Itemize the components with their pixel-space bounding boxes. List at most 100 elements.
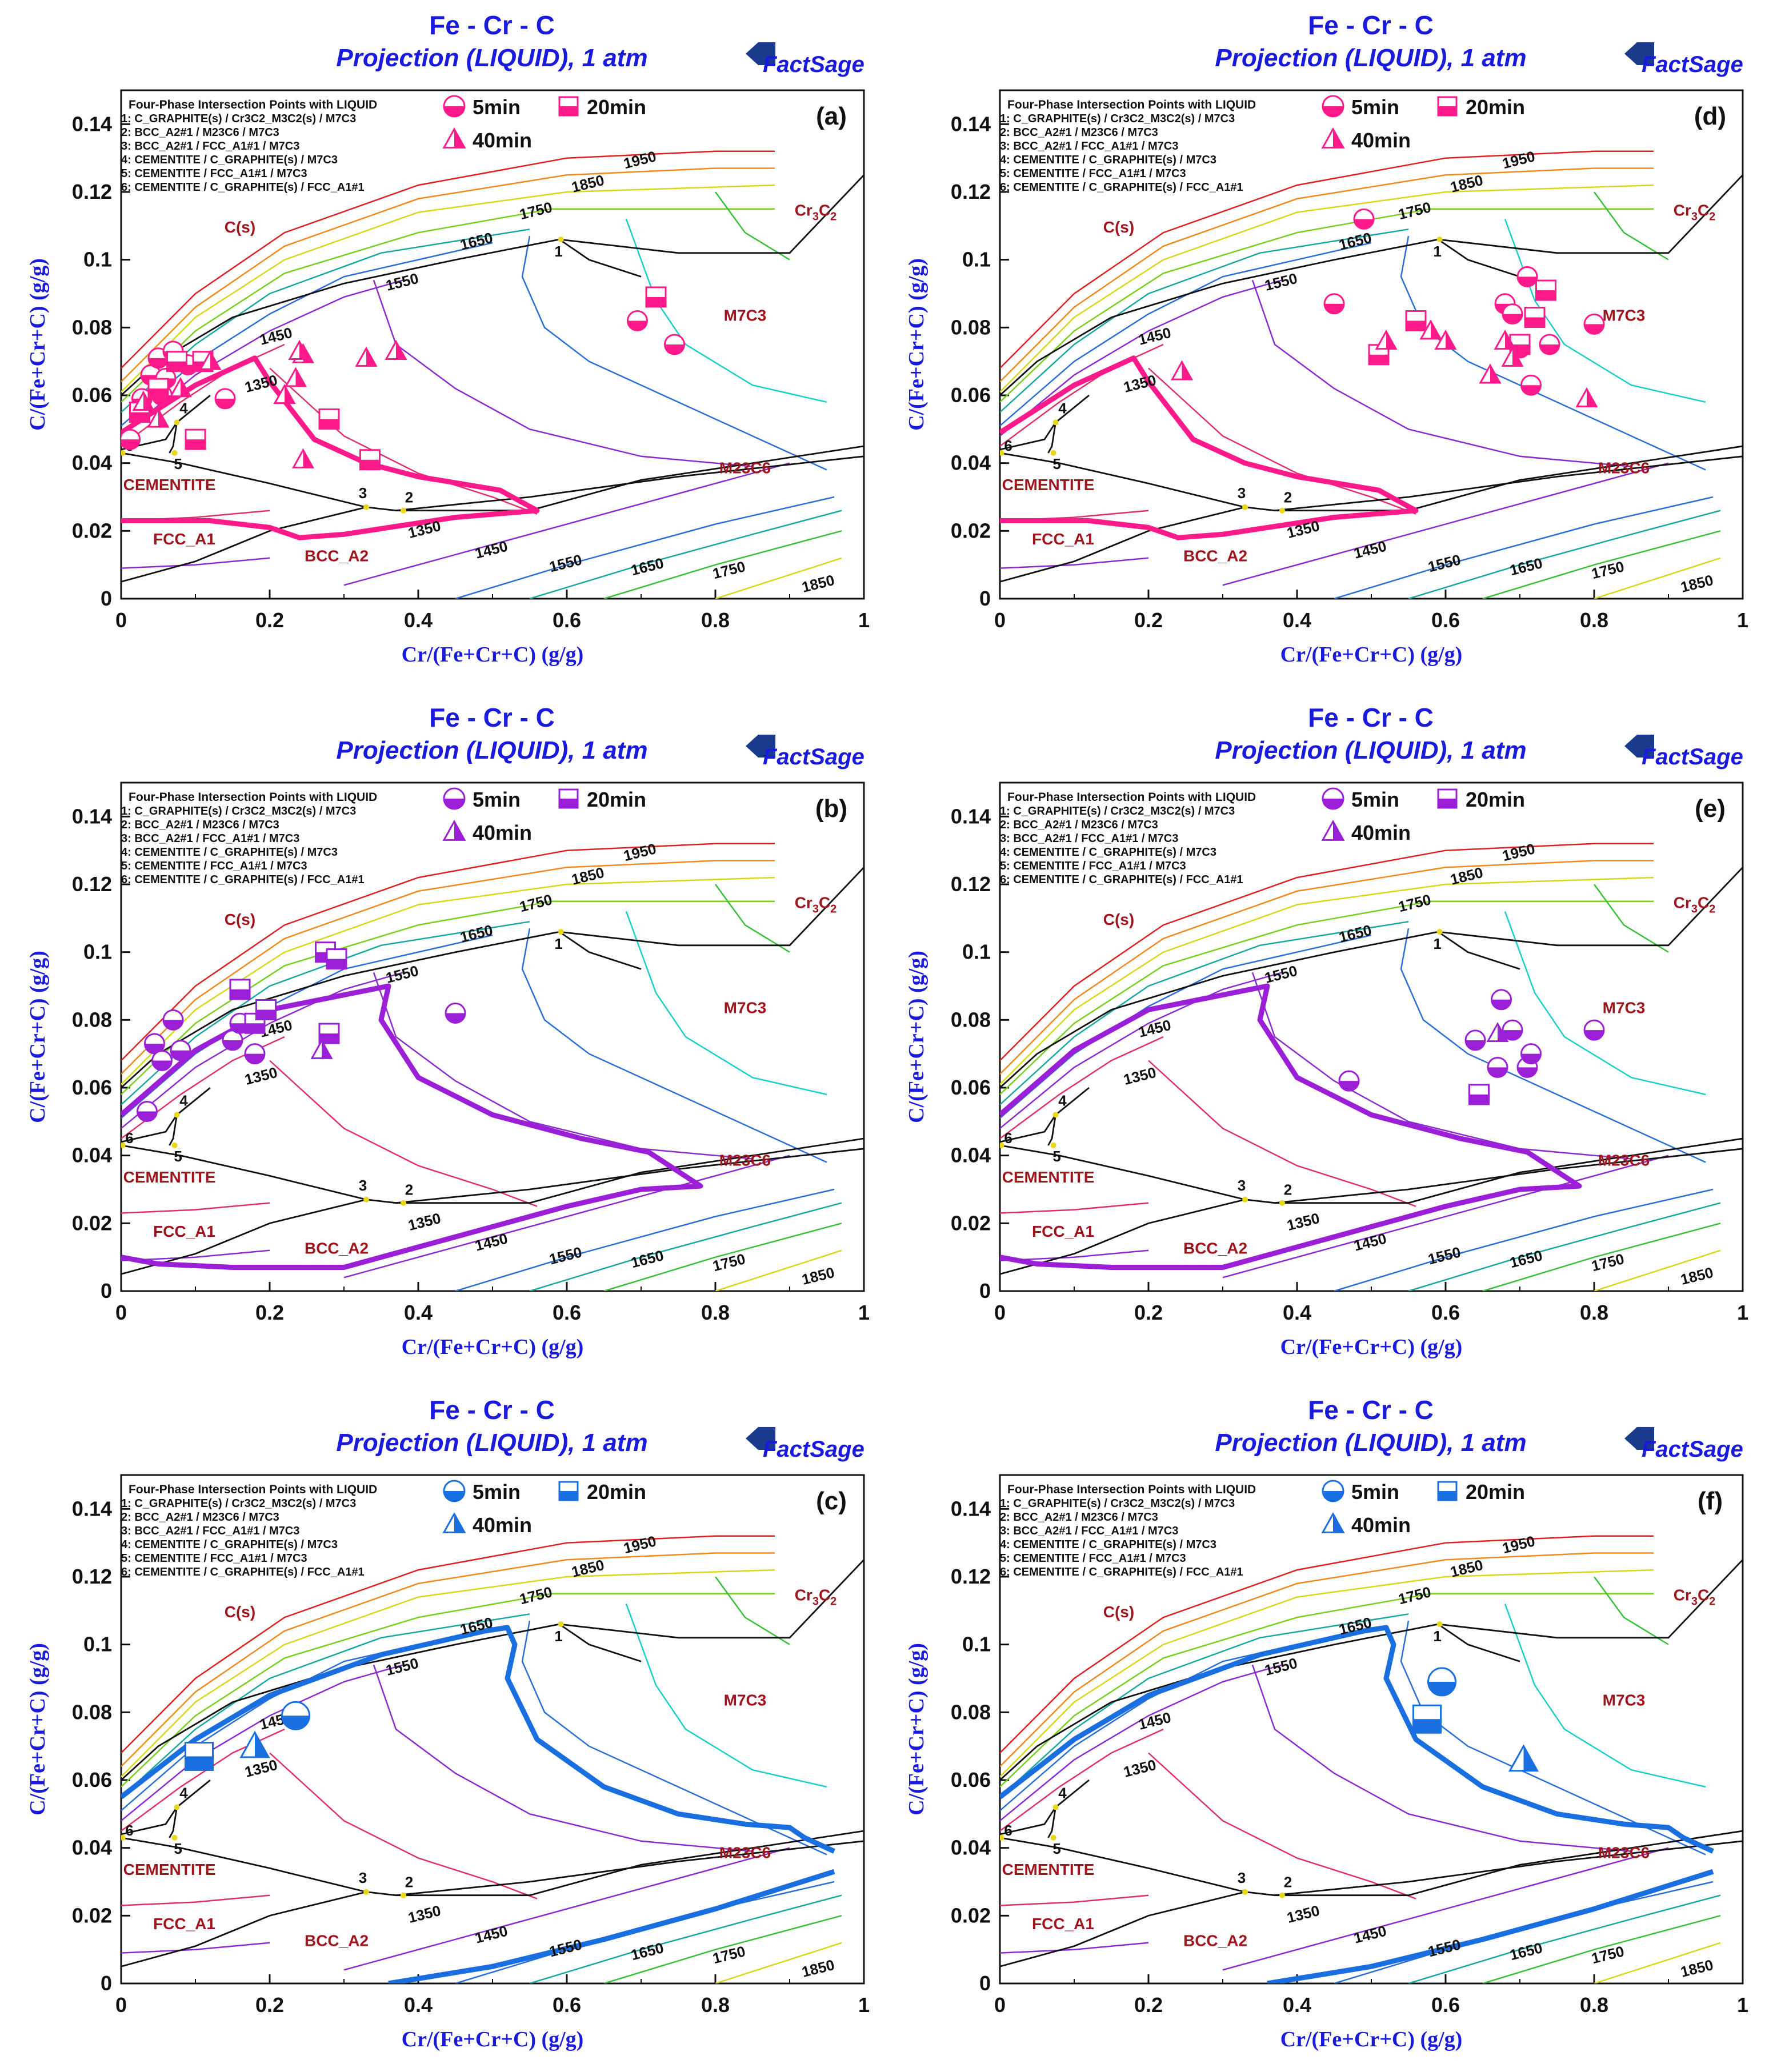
isotherm-line	[343, 1155, 790, 1279]
isotherm-line	[1222, 1847, 1669, 1971]
intersection-point	[1052, 1112, 1059, 1118]
intersection-list-item: 3: BCC_A2#1 / FCC_A1#1 / M7C3	[1000, 832, 1178, 845]
isotherm-line	[1594, 1942, 1721, 1983]
intersection-point-number: 6	[1004, 1129, 1012, 1147]
isotherm-line	[1000, 1593, 1654, 1788]
x-tick-label: 0.6	[553, 1301, 581, 1324]
phase-label-bcca2: BCC_A2	[1183, 547, 1247, 565]
phase-label-fcca1: FCC_A1	[1032, 1915, 1094, 1933]
isotherm-line	[603, 1915, 842, 1983]
phase-label-fcca1: FCC_A1	[1032, 530, 1094, 548]
data-point-5min	[151, 1050, 173, 1072]
y-tick-label: 0.04	[951, 1144, 991, 1167]
marker-fill	[121, 439, 140, 450]
panel-f: Fe - Cr - C Projection (LIQUID), 1 atm Fac…	[904, 1395, 1748, 2051]
data-point-20min	[166, 351, 187, 372]
intersection-point-number: 4	[179, 1092, 188, 1109]
phase-boundary-line	[1274, 1840, 1743, 1897]
phase-label-cementite: CEMENTITE	[123, 476, 216, 494]
data-point-5min	[664, 334, 685, 355]
legend-marker-40min	[442, 1512, 466, 1533]
isotherm-line	[1000, 1535, 1654, 1754]
intersection-list-item: 5: CEMENTITE / FCC_A1#1 / M7C3	[121, 860, 307, 872]
intersection-list-heading: Four-Phase Intersection Points with LIQU…	[1007, 98, 1256, 111]
legend-marker-5min	[443, 1480, 466, 1502]
isotherm-label: 1750	[1396, 1583, 1432, 1608]
phase-boundary-line	[169, 1115, 178, 1146]
intersection-point	[1436, 1621, 1443, 1628]
isotherm-label: 1950	[1500, 840, 1536, 864]
legend-label-5min: 5min	[473, 95, 521, 119]
phase-boundary-line	[169, 1807, 178, 1838]
y-tick-label: 0.06	[72, 1768, 112, 1792]
data-point-40min	[355, 346, 378, 367]
intersection-point	[174, 1804, 180, 1810]
intersection-list-heading: Four-Phase Intersection Points with LIQU…	[1007, 791, 1256, 804]
marker-fill	[1523, 1746, 1538, 1771]
data-point-40min	[310, 1039, 333, 1059]
intersection-point	[1000, 1834, 1004, 1841]
isotherm-line	[1000, 921, 1409, 1105]
intersection-point	[1000, 450, 1004, 456]
x-tick-label: 0.6	[1431, 608, 1460, 632]
phase-label-m23c6: M23C6	[719, 1843, 771, 1861]
data-point-20min	[1412, 1704, 1442, 1734]
plot-area: 1350135014501450155015501650165017501750…	[121, 147, 864, 599]
y-tick-label: 0.1	[83, 248, 112, 271]
isotherm-label: 1750	[518, 891, 554, 915]
marker-fill	[256, 1009, 276, 1020]
legend-marker-20min	[558, 96, 579, 117]
phase-label-bcca2: BCC_A2	[1183, 1240, 1247, 1257]
logo-text: FactSage	[763, 1437, 865, 1462]
isotherm-label: 1350	[1285, 1902, 1321, 1926]
isotherm-line	[1400, 235, 1706, 471]
isotherm-line	[714, 884, 790, 953]
isotherm-label: 1350	[243, 1756, 279, 1781]
isotherm-line	[1148, 1752, 1416, 1899]
phase-label-cr3c2-part: C	[1698, 1586, 1709, 1604]
intersection-point-number: 2	[1284, 1874, 1292, 1891]
phase-boundary-line	[1000, 931, 1439, 1089]
intersection-point	[558, 237, 564, 243]
marker-fill	[137, 1111, 157, 1121]
phase-label-cs: C(s)	[225, 911, 255, 928]
intersection-point-number: 6	[125, 1129, 133, 1147]
phase-label-cr3c2-part: Cr	[795, 1586, 813, 1604]
y-tick-label: 0.14	[951, 804, 991, 828]
y-tick-label: 0.06	[951, 1076, 991, 1099]
isotherm-label: 1350	[1122, 1756, 1158, 1781]
phase-label-bcca2: BCC_A2	[305, 1240, 369, 1257]
data-point-5min	[222, 1029, 243, 1051]
liquidus-boundary	[121, 355, 540, 540]
phase-boundary-line	[1000, 238, 1439, 396]
intersection-list-item: 6: CEMENTITE / C_GRAPHITE(s) / FCC_A1#1	[1000, 1566, 1243, 1578]
marker-fill	[366, 348, 376, 366]
plot-area: 1350135014501450155015501650165017501750…	[1000, 1532, 1743, 1983]
marker-fill	[1323, 1491, 1343, 1501]
isotherm-label: 1450	[473, 538, 509, 562]
y-tick-label: 0.06	[72, 383, 112, 407]
isotherm-line	[121, 972, 404, 1129]
marker-fill	[1525, 317, 1544, 327]
liquidus-boundary	[121, 983, 703, 1270]
x-tick-label: 0.4	[404, 608, 433, 632]
intersection-point	[1050, 1834, 1056, 1841]
plot-frame	[999, 1474, 1744, 1985]
data-point-40min	[291, 448, 315, 468]
x-tick-label: 0.6	[1431, 1301, 1460, 1324]
marker-fill	[149, 388, 168, 399]
phase-label-cr3c2: Cr3C2	[1674, 202, 1716, 223]
isotherm-label: 1550	[547, 551, 583, 575]
marker-fill	[167, 361, 187, 371]
y-tick-label: 0.1	[83, 1633, 112, 1656]
intersection-list-item: 4: CEMENTITE / C_GRAPHITE(s) / M7C3	[1000, 1538, 1216, 1551]
legend-marker-5min	[443, 95, 466, 118]
panel-c: Fe - Cr - C Projection (LIQUID), 1 atm Fac…	[26, 1395, 870, 2051]
x-axis-label: Cr/(Fe+Cr+C) (g/g)	[402, 643, 584, 667]
y-axis-label: C/(Fe+Cr+C) (g/g)	[26, 951, 50, 1123]
isotherm-line	[1000, 1613, 1409, 1798]
phase-label-cr3c2-part: 2	[830, 903, 837, 916]
x-axis-label: Cr/(Fe+Cr+C) (g/g)	[402, 2027, 584, 2051]
phase-label-fcca1: FCC_A1	[153, 530, 215, 548]
